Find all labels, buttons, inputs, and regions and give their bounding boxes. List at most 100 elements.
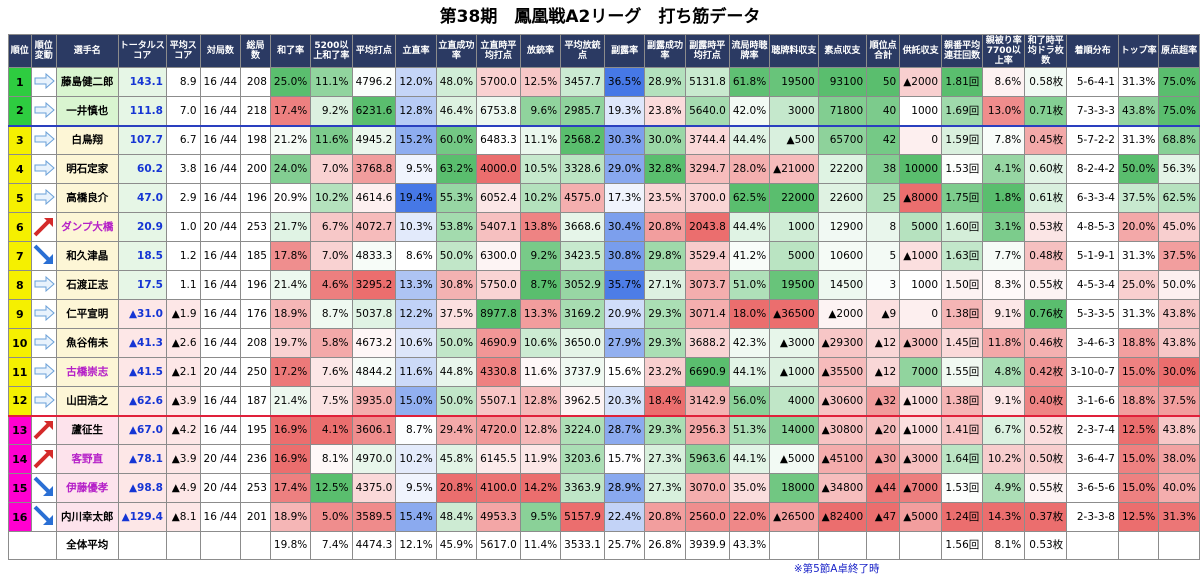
- cell-ryukyoku-tenpai: 44.4%: [728, 212, 771, 242]
- cell-top-rate: 15.0%: [1117, 444, 1160, 474]
- cell-call-success: 20.8%: [644, 502, 686, 532]
- cell-win-dora: 0.50枚: [1024, 444, 1068, 474]
- cell-raw-balance: ▲30600: [817, 386, 868, 416]
- cell-total-score: ▲41.3: [117, 328, 167, 358]
- player-name: 魚谷侑未: [55, 328, 119, 358]
- cell-tenpai-balance: ▲500: [769, 124, 819, 155]
- cell-placement-dist: 7-3-3-3: [1066, 96, 1119, 126]
- cell-dealer-hit-7700: 9.1%: [982, 386, 1026, 416]
- rank-change-cell: [30, 473, 57, 503]
- average-row: 全体平均 19.8% 7.4% 4474.3 12.1% 45.9% 5617.0 11.4%…: [8, 531, 1200, 560]
- cell-avg-win-points: 4844.2: [351, 357, 397, 387]
- cell-avg-score: ▲8.1: [165, 502, 201, 532]
- cell-call-rate: 36.5%: [603, 67, 646, 97]
- player-name: ダンプ大橋: [55, 212, 119, 242]
- rank-cell: 16: [8, 502, 32, 532]
- cell-games: 16 /44: [199, 96, 242, 126]
- cell-hands: 187: [240, 386, 271, 416]
- cell-ryukyoku-tenpai: 42.0%: [728, 96, 771, 126]
- cell-riichi-rate: 10.6%: [395, 328, 437, 358]
- cell-riichi-avg-points: 4330.8: [476, 357, 521, 387]
- cell-riichi-success: 48.0%: [435, 67, 478, 97]
- cell-placement-total: 3: [866, 270, 901, 300]
- arrow-right-icon: [33, 101, 55, 121]
- rank-cell: 7: [8, 241, 32, 271]
- cell-dealer-hit-7700: 13.0%: [982, 96, 1026, 126]
- header-placement-total: 順位点合計: [866, 34, 901, 68]
- cell-call-avg-points: 5963.6: [684, 444, 730, 474]
- cell-riichi-avg-points: 8977.8: [476, 299, 521, 329]
- cell-tenpai-balance: ▲5000: [769, 444, 819, 474]
- cell-call-avg-points: 3529.4: [684, 241, 730, 271]
- header-player-name: 選手名: [55, 34, 119, 68]
- header-games: 対局数: [199, 34, 242, 68]
- cell-riichi-success: 50.0%: [435, 241, 478, 271]
- cell-kyotaku-balance: ▲1000: [899, 241, 943, 271]
- arrow-up-icon: [33, 418, 55, 443]
- rank-change-cell: [30, 328, 57, 358]
- cell-avg-score: 2.9: [165, 183, 201, 213]
- footnote: ※第5節A卓終了時: [793, 562, 880, 575]
- cell-dealer-renchan: 1.41回: [941, 414, 984, 445]
- cell-placement-dist: 5-6-4-1: [1066, 67, 1119, 97]
- cell-hands: 198: [240, 124, 271, 155]
- cell-dealer-hit-7700: 4.9%: [982, 473, 1026, 503]
- cell-call-rate: 22.4%: [603, 502, 646, 532]
- cell-riichi-success: 37.5%: [435, 299, 478, 329]
- cell-games: 20 /44: [199, 444, 242, 474]
- cell-riichi-success: 50.0%: [435, 386, 478, 416]
- arrow-right-icon: [33, 72, 55, 92]
- cell-call-success: 27.3%: [644, 473, 686, 503]
- cell-hands: 200: [240, 154, 271, 184]
- cell-win5200-rate: 4.6%: [310, 270, 353, 300]
- cell-riichi-rate: 19.4%: [395, 183, 437, 213]
- cell-total-score: ▲41.5: [117, 357, 167, 387]
- player-name: 仁平宣明: [55, 299, 119, 329]
- player-name: 高橋良介: [55, 183, 119, 213]
- cell-ryukyoku-tenpai: 61.8%: [728, 67, 771, 97]
- cell-win5200-rate: 11.1%: [310, 67, 353, 97]
- cell-avg-score: 7.0: [165, 96, 201, 126]
- cell-dealer-renchan: 1.53回: [941, 154, 984, 184]
- cell-win5200-rate: 10.2%: [310, 183, 353, 213]
- average-label: 全体平均: [55, 531, 119, 560]
- arrow-right-icon: [33, 391, 55, 411]
- table-row: 7 和久津晶 18.5 1.2 16 /44 185 17.8% 7.0% 4833.3 8.6%…: [8, 241, 1200, 271]
- cell-win5200-rate: 12.5%: [310, 473, 353, 503]
- cell-riichi-success: 20.8%: [435, 473, 478, 503]
- cell-riichi-rate: 9.5%: [395, 154, 437, 184]
- cell-dealer-renchan: 1.64回: [941, 444, 984, 474]
- cell-call-rate: 28.9%: [603, 473, 646, 503]
- cell-tenpai-balance: 19500: [769, 67, 819, 97]
- arrow-right-icon: [33, 275, 55, 295]
- table-row: 3 白鳥翔 107.7 6.7 16 /44 198 21.2% 11.6% 4945.2 15.…: [8, 124, 1200, 155]
- cell-avg-score: 1.1: [165, 270, 201, 300]
- cell-avg-dealin-points: 2985.7: [560, 96, 605, 126]
- cell-tenpai-balance: 19500: [769, 270, 819, 300]
- header-rank-change: 順位変動: [30, 34, 57, 68]
- cell-call-rate: 15.7%: [603, 444, 646, 474]
- arrow-right-icon: [33, 188, 55, 208]
- cell-hands: 196: [240, 183, 271, 213]
- cell-win-rate: 19.7%: [269, 328, 312, 358]
- header-top-rate: トップ率: [1117, 34, 1160, 68]
- table-row: 13 蘆征生 ▲67.0 ▲4.2 16 /44 195 16.9% 4.1% 3606.1 8.…: [8, 414, 1200, 445]
- cell-riichi-success: 60.0%: [435, 124, 478, 155]
- cell-ryukyoku-tenpai: 56.0%: [728, 386, 771, 416]
- cell-kyotaku-balance: 1000: [899, 96, 943, 126]
- table-row: 1 藤島健二郎 143.1 8.9 16 /44 208 25.0% 11.1% 4796.2 1…: [8, 67, 1200, 97]
- rank-cell: 4: [8, 154, 32, 184]
- cell-above-start-rate: 40.0%: [1158, 473, 1200, 503]
- cell-dealer-hit-7700: 9.1%: [982, 299, 1026, 329]
- cell-raw-balance: 12900: [817, 212, 868, 242]
- cell-raw-balance: 10600: [817, 241, 868, 271]
- average-games: [199, 531, 242, 560]
- cell-kyotaku-balance: ▲7000: [899, 473, 943, 503]
- cell-riichi-success: 45.8%: [435, 444, 478, 474]
- cell-ryukyoku-tenpai: 35.0%: [728, 473, 771, 503]
- cell-avg-score: ▲2.1: [165, 357, 201, 387]
- cell-top-rate: 25.0%: [1117, 270, 1160, 300]
- cell-win-dora: 0.52枚: [1024, 414, 1068, 445]
- cell-avg-score: 3.8: [165, 154, 201, 184]
- table-row: 15 伊藤優孝 ▲98.8 ▲4.9 20 /44 253 17.4% 12.5% 4375.0…: [8, 473, 1200, 503]
